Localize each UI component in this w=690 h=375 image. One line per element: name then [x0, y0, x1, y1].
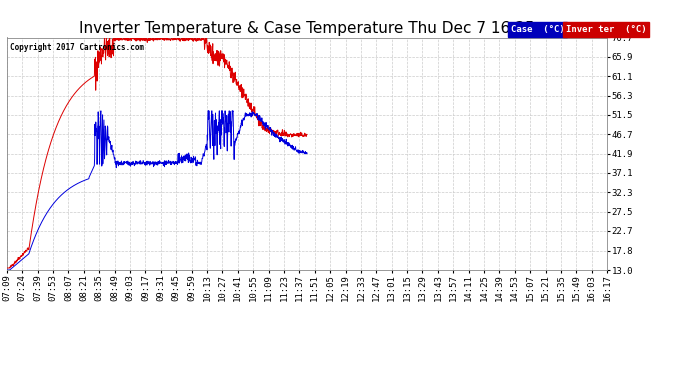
- Text: Case  (°C): Case (°C): [511, 25, 564, 34]
- Text: Copyright 2017 Cartronics.com: Copyright 2017 Cartronics.com: [10, 44, 144, 52]
- Title: Inverter Temperature & Case Temperature Thu Dec 7 16:25: Inverter Temperature & Case Temperature …: [79, 21, 535, 36]
- Text: Inver ter  (°C): Inver ter (°C): [566, 25, 647, 34]
